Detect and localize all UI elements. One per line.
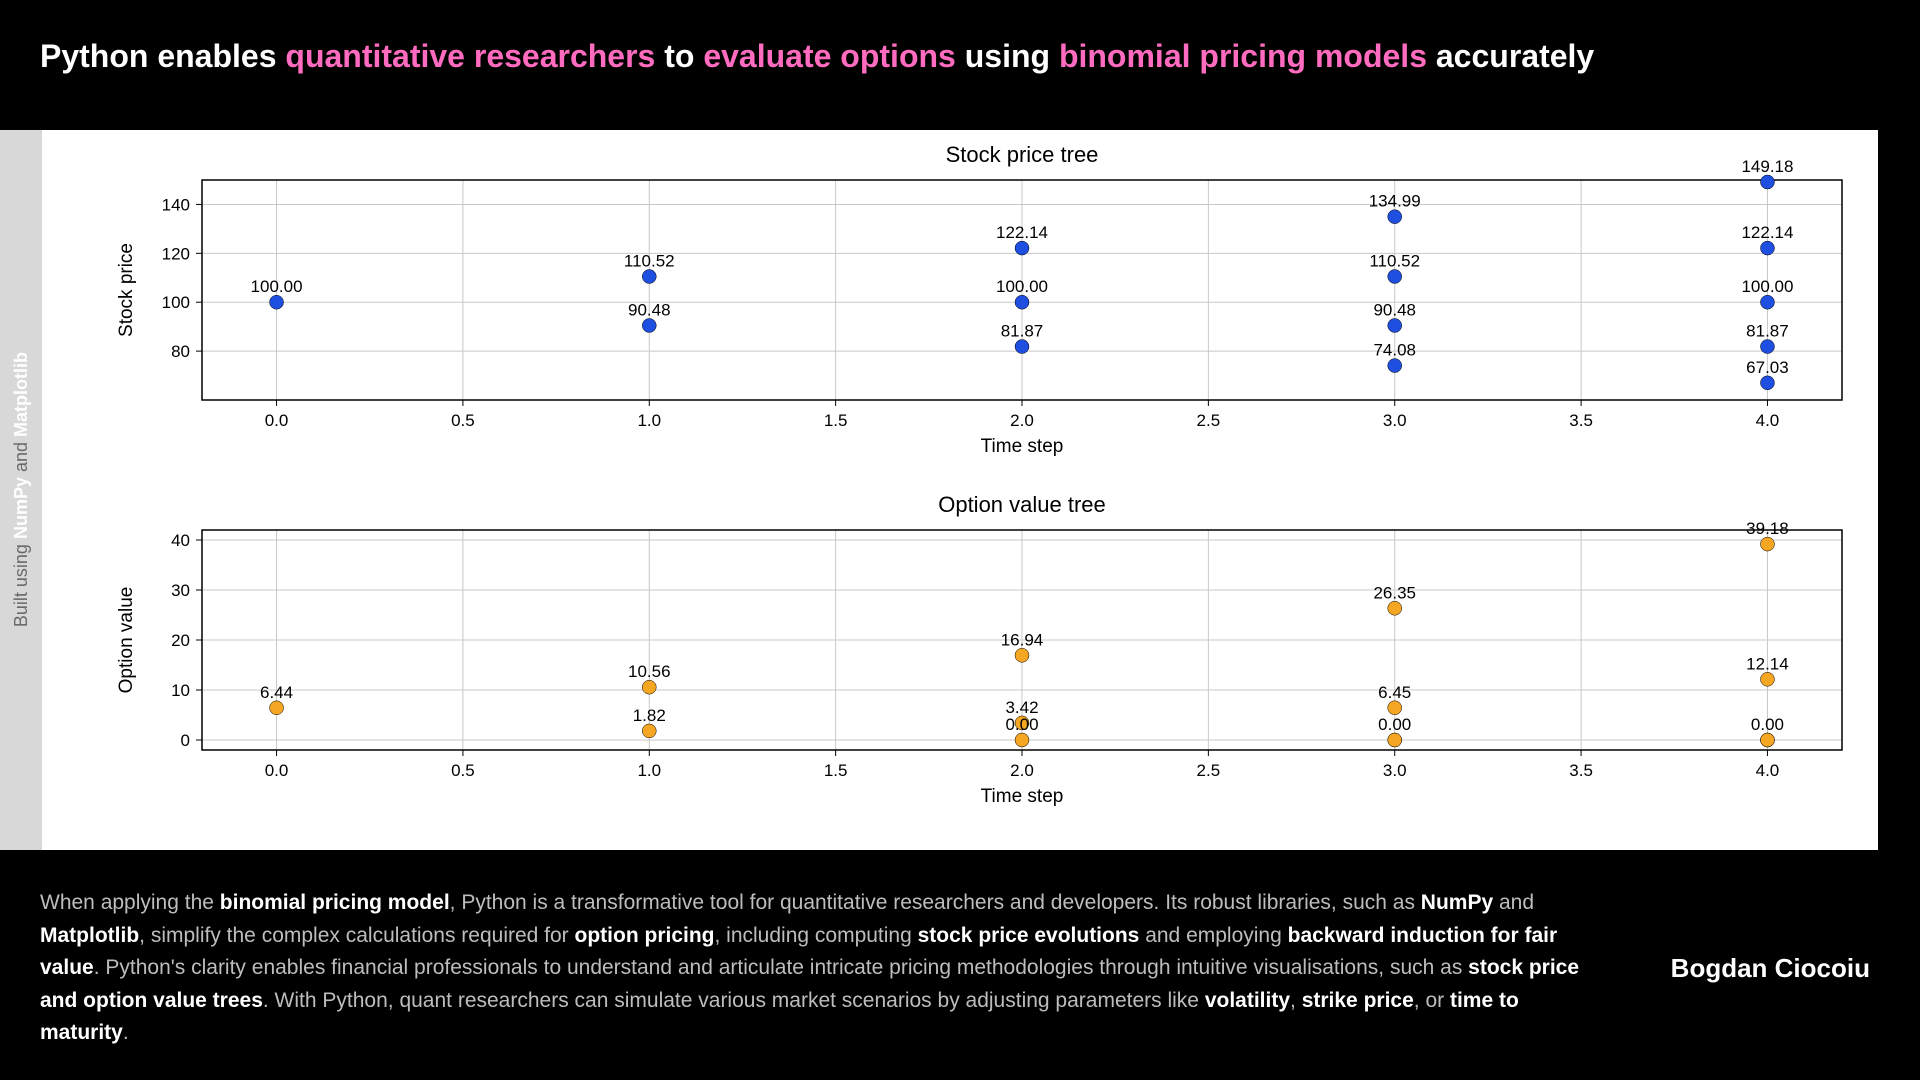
svg-text:Option value tree: Option value tree xyxy=(938,492,1106,517)
svg-text:1.82: 1.82 xyxy=(633,706,666,725)
svg-text:16.94: 16.94 xyxy=(1001,630,1044,649)
svg-text:90.48: 90.48 xyxy=(628,300,671,319)
svg-text:100.00: 100.00 xyxy=(1741,277,1793,296)
svg-text:0.00: 0.00 xyxy=(1005,715,1038,734)
svg-text:10.56: 10.56 xyxy=(628,662,671,681)
svg-text:1.5: 1.5 xyxy=(824,411,848,430)
svg-text:122.14: 122.14 xyxy=(1741,223,1793,242)
svg-text:2.0: 2.0 xyxy=(1010,411,1034,430)
svg-text:149.18: 149.18 xyxy=(1741,157,1793,176)
svg-text:100: 100 xyxy=(162,293,190,312)
svg-text:3.0: 3.0 xyxy=(1383,761,1407,780)
svg-text:81.87: 81.87 xyxy=(1746,322,1789,341)
svg-text:80: 80 xyxy=(171,342,190,361)
svg-text:40: 40 xyxy=(171,531,190,550)
svg-text:3.5: 3.5 xyxy=(1569,761,1593,780)
svg-text:6.44: 6.44 xyxy=(260,683,293,702)
svg-text:0.0: 0.0 xyxy=(265,761,289,780)
svg-text:140: 140 xyxy=(162,195,190,214)
svg-text:120: 120 xyxy=(162,244,190,263)
svg-text:81.87: 81.87 xyxy=(1001,322,1044,341)
svg-text:1.0: 1.0 xyxy=(637,411,661,430)
svg-text:2.5: 2.5 xyxy=(1197,761,1221,780)
svg-text:26.35: 26.35 xyxy=(1373,583,1416,602)
svg-text:1.0: 1.0 xyxy=(637,761,661,780)
svg-text:122.14: 122.14 xyxy=(996,223,1048,242)
svg-text:1.5: 1.5 xyxy=(824,761,848,780)
page-title: Python enables quantitative researchers … xyxy=(0,0,1920,103)
svg-text:0.5: 0.5 xyxy=(451,761,475,780)
svg-text:20: 20 xyxy=(171,631,190,650)
svg-text:2.0: 2.0 xyxy=(1010,761,1034,780)
svg-text:Stock price tree: Stock price tree xyxy=(946,142,1099,167)
svg-text:67.03: 67.03 xyxy=(1746,358,1789,377)
binomial-charts-svg: Stock price tree801001201400.00.51.01.52… xyxy=(42,130,1878,850)
svg-text:10: 10 xyxy=(171,681,190,700)
svg-text:4.0: 4.0 xyxy=(1756,411,1780,430)
svg-text:3.0: 3.0 xyxy=(1383,411,1407,430)
chart-panel: Stock price tree801001201400.00.51.01.52… xyxy=(42,130,1878,850)
author-name: Bogdan Ciocoiu xyxy=(1671,953,1880,984)
svg-text:Option value: Option value xyxy=(116,587,137,694)
svg-text:4.0: 4.0 xyxy=(1756,761,1780,780)
svg-text:0.00: 0.00 xyxy=(1378,715,1411,734)
svg-text:90.48: 90.48 xyxy=(1373,300,1416,319)
sidebar-credit: Built using NumPy and Matplotlib xyxy=(0,130,42,850)
svg-text:3.5: 3.5 xyxy=(1569,411,1593,430)
footer: When applying the binomial pricing model… xyxy=(0,859,1920,1080)
svg-text:6.45: 6.45 xyxy=(1378,683,1411,702)
svg-text:12.14: 12.14 xyxy=(1746,654,1789,673)
svg-text:Time step: Time step xyxy=(981,436,1064,457)
svg-text:0.00: 0.00 xyxy=(1751,715,1784,734)
svg-text:0.5: 0.5 xyxy=(451,411,475,430)
svg-text:Time step: Time step xyxy=(981,786,1064,807)
svg-text:100.00: 100.00 xyxy=(251,277,303,296)
svg-text:Stock price: Stock price xyxy=(116,243,137,337)
svg-text:39.18: 39.18 xyxy=(1746,519,1789,538)
svg-text:110.52: 110.52 xyxy=(1369,252,1420,271)
svg-text:2.5: 2.5 xyxy=(1197,411,1221,430)
footer-description: When applying the binomial pricing model… xyxy=(40,887,1611,1050)
svg-text:100.00: 100.00 xyxy=(996,277,1048,296)
svg-text:0.0: 0.0 xyxy=(265,411,289,430)
svg-text:74.08: 74.08 xyxy=(1373,341,1416,360)
svg-text:0: 0 xyxy=(181,731,190,750)
svg-text:134.99: 134.99 xyxy=(1369,192,1421,211)
svg-text:30: 30 xyxy=(171,581,190,600)
svg-text:110.52: 110.52 xyxy=(624,252,675,271)
